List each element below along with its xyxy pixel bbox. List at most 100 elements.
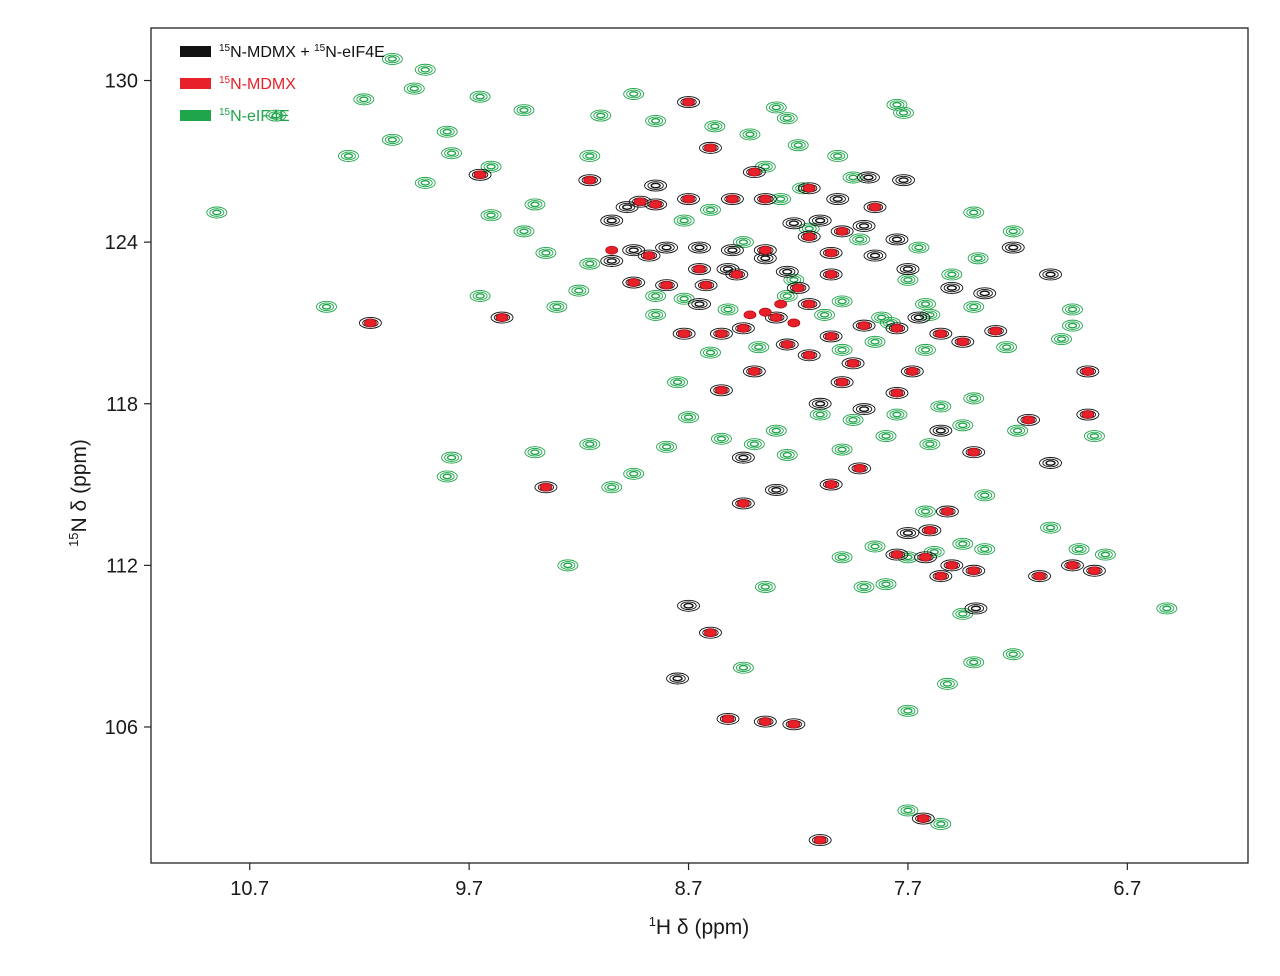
peak-eif4e (827, 149, 849, 162)
peak-eif4e (623, 467, 645, 480)
peak-eif4e (739, 128, 761, 141)
peak-complex (600, 214, 624, 227)
peak-mdmx (989, 326, 1003, 336)
peak-mdmx (791, 283, 805, 293)
peak-mdmx (780, 340, 794, 349)
peak-complex (907, 311, 931, 324)
peak-mdmx (824, 248, 838, 258)
legend-complex-text-a: N-MDMX + (230, 44, 314, 61)
peak-eif4e (936, 677, 958, 690)
peak-mdmx (868, 202, 882, 212)
peak-eif4e (338, 149, 359, 162)
peak-eif4e (673, 292, 695, 305)
legend-swatch-complex (180, 46, 211, 57)
peak-layer (206, 53, 1178, 847)
peak-eif4e (265, 109, 287, 122)
peak-eif4e (441, 147, 463, 160)
peak-mdmx (758, 717, 772, 726)
peak-eif4e (875, 578, 897, 591)
peak-eif4e (546, 300, 568, 313)
plot-frame (150, 27, 1249, 864)
peak-mdmx (923, 525, 937, 535)
peak-complex (600, 255, 624, 267)
peak-complex (896, 263, 920, 276)
peak-eif4e (1002, 648, 1024, 661)
peak-eif4e (875, 430, 897, 443)
peak-mdmx (758, 245, 772, 255)
peak-complex (1039, 268, 1062, 281)
peak-complex (764, 483, 788, 496)
peak-eif4e (831, 295, 853, 308)
peak-eif4e (1094, 548, 1116, 561)
peak-mdmx (363, 318, 377, 328)
peak-eif4e (1040, 521, 1061, 534)
peak-mdmx (495, 313, 509, 322)
peak-mdmx (715, 385, 728, 395)
peak-complex (688, 241, 711, 254)
peak-eif4e (732, 236, 754, 249)
peak-eif4e (206, 206, 228, 219)
peak-complex (929, 424, 953, 437)
peak-mdmx (627, 278, 641, 287)
peak-complex (720, 244, 744, 257)
peak-mdmx (633, 197, 647, 207)
peak-eif4e (524, 446, 546, 459)
legend-item-mdmx: 15N-MDMX (180, 75, 296, 93)
peak-eif4e (930, 400, 952, 413)
peak-eif4e (765, 101, 787, 114)
peak-mdmx (715, 329, 728, 339)
peak-eif4e (963, 656, 985, 669)
legend-label-mdmx: 15N-MDMX (219, 75, 296, 93)
peak-eif4e (480, 160, 502, 173)
peak-eif4e (469, 290, 491, 302)
peak-mdmx (967, 447, 981, 457)
peak-mdmx (693, 264, 706, 274)
peak-complex (863, 249, 887, 262)
x-tick-label: 8.7 (675, 878, 703, 900)
peak-mdmx (846, 358, 860, 368)
legend-complex-sup-b: 15 (314, 43, 326, 54)
peak-eif4e (480, 209, 502, 222)
peak-mdmx (890, 550, 904, 559)
peak-eif4e (645, 308, 667, 321)
peak-mdmx (1081, 367, 1095, 376)
peak-mdmx (747, 367, 761, 376)
peak-mdmx (736, 323, 750, 333)
legend-eif4e-text: N-eIF4E (230, 108, 290, 125)
peak-eif4e (1083, 430, 1105, 443)
peak-eif4e (1062, 319, 1083, 332)
peak-mdmx (721, 714, 735, 724)
peak-eif4e (700, 203, 721, 216)
peak-eif4e (842, 413, 864, 426)
peak-eif4e (941, 268, 963, 281)
peak-eif4e (524, 198, 546, 211)
peak-mdmx (941, 507, 954, 516)
peak-eif4e (743, 438, 765, 451)
peak-mdmx (802, 232, 816, 242)
x-axis-label-sup: 1 (649, 914, 656, 929)
peak-mdmx (1066, 560, 1079, 570)
peak-mdmx (967, 566, 981, 576)
peak-complex (856, 171, 880, 184)
peak-mdmx (890, 388, 904, 398)
peak-mdmx (916, 814, 930, 823)
peak-mdmx (802, 299, 816, 309)
peak-eif4e (1051, 333, 1072, 346)
legend-item-eif4e: 15N-eIF4E (180, 107, 290, 125)
peak-mdmx (787, 719, 801, 729)
peak-eif4e (897, 804, 919, 817)
y-tick-label: 124 (105, 232, 138, 254)
peak-complex (782, 217, 806, 230)
peak-eif4e (831, 343, 853, 356)
peak-eif4e (915, 343, 936, 356)
peak-mdmx (802, 183, 816, 193)
peak-complex (964, 602, 988, 615)
peak-mdmx (835, 377, 849, 387)
peak-eif4e (908, 241, 930, 254)
peak-complex (852, 220, 876, 232)
peak-mdmx (1081, 410, 1095, 419)
peak-eif4e (814, 308, 836, 321)
peak-eif4e (590, 109, 612, 122)
peak-eif4e (1156, 602, 1178, 615)
peak-mdmx (677, 329, 691, 339)
